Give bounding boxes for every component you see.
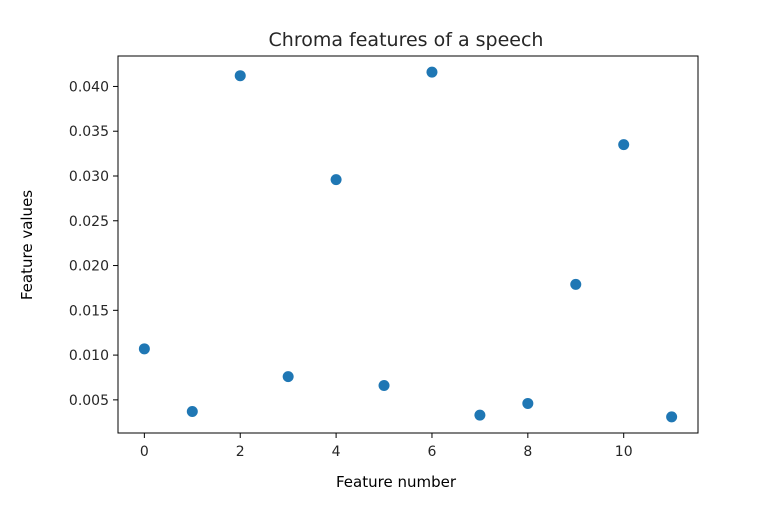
y-tick-label: 0.010 — [69, 348, 109, 364]
x-tick-label: 6 — [428, 444, 437, 460]
y-tick-label: 0.040 — [69, 79, 109, 95]
data-point — [378, 380, 390, 392]
y-tick-label: 0.020 — [69, 259, 109, 275]
x-tick-label: 10 — [615, 444, 633, 460]
chart-title: Chroma features of a speech — [269, 29, 544, 51]
data-point — [570, 278, 582, 290]
data-point — [618, 139, 630, 151]
x-axis: 0 2 4 6 8 10 — [140, 433, 633, 460]
x-axis-label: Feature number — [336, 473, 457, 491]
data-point — [330, 174, 342, 186]
y-tick-label: 0.030 — [69, 169, 109, 185]
data-point — [426, 66, 438, 78]
x-tick-label: 8 — [523, 444, 532, 460]
y-tick-label: 0.035 — [69, 124, 109, 140]
data-point — [138, 343, 150, 355]
data-point — [666, 411, 678, 423]
x-tick-label: 4 — [332, 444, 341, 460]
y-tick-label: 0.005 — [69, 393, 109, 409]
y-axis: 0.005 0.010 0.015 0.020 0.025 0.030 0.035 0.040 — [69, 79, 118, 409]
data-point — [474, 409, 486, 421]
x-tick-label: 0 — [140, 444, 149, 460]
data-point — [186, 406, 198, 418]
data-point — [234, 70, 246, 82]
y-tick-label: 0.015 — [69, 303, 109, 319]
y-tick-label: 0.025 — [69, 214, 109, 230]
x-tick-label: 2 — [236, 444, 245, 460]
data-points — [138, 66, 678, 423]
data-point — [282, 371, 294, 383]
y-axis-label: Feature values — [18, 190, 36, 300]
plot-frame — [117, 55, 699, 434]
data-point — [522, 397, 534, 409]
